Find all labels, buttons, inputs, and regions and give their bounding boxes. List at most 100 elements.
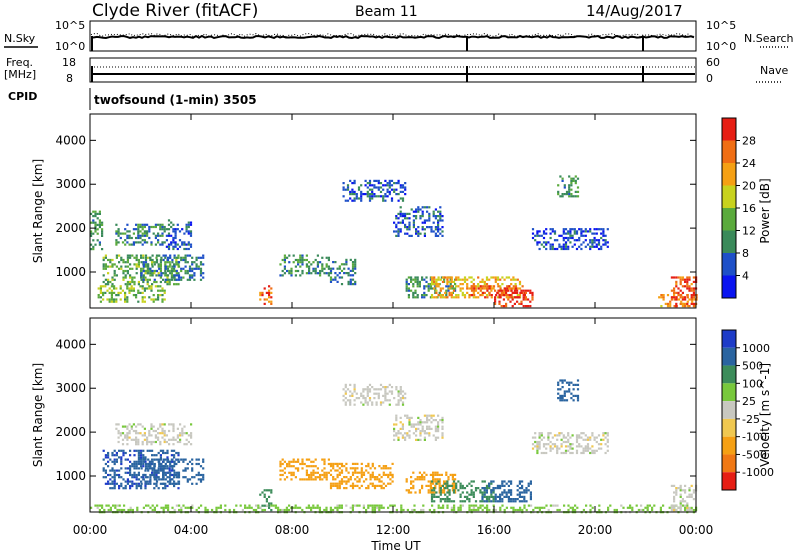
data-cell <box>155 274 158 277</box>
data-cell <box>297 469 300 472</box>
data-cell <box>168 467 171 470</box>
data-cell <box>433 283 436 286</box>
data-cell <box>371 190 374 193</box>
data-cell <box>450 280 453 283</box>
data-cell <box>679 283 682 286</box>
data-cell <box>336 473 339 476</box>
data-cell <box>312 473 315 477</box>
data-cell <box>416 476 419 479</box>
data-cell <box>141 425 144 428</box>
data-cell <box>117 291 120 294</box>
data-cell <box>334 469 337 472</box>
data-cell <box>432 478 435 481</box>
data-cell <box>569 234 572 237</box>
data-cell <box>181 243 184 246</box>
data-cell <box>557 381 560 384</box>
data-region-6 <box>259 285 273 305</box>
data-cell <box>336 487 339 490</box>
data-cell <box>133 462 136 466</box>
data-cell <box>228 508 231 512</box>
data-region-3 <box>115 223 166 246</box>
data-cell <box>129 508 132 512</box>
data-cell <box>686 300 689 303</box>
data-cell <box>378 504 381 507</box>
data-cell <box>191 263 194 266</box>
data-cell <box>139 423 142 426</box>
data-cell <box>327 471 330 474</box>
data-cell <box>323 467 326 470</box>
data-cell <box>558 432 561 435</box>
data-cell <box>448 500 451 503</box>
data-cell <box>559 175 562 178</box>
data-cell <box>518 296 521 299</box>
data-cell <box>433 500 436 503</box>
data-cell <box>168 261 171 264</box>
data-cell <box>571 506 574 509</box>
data-cell <box>681 298 684 301</box>
data-cell <box>518 287 522 290</box>
data-cell <box>117 232 120 235</box>
data-cell <box>259 291 262 294</box>
data-cell <box>141 443 144 446</box>
data-cell <box>177 256 180 259</box>
data-cell <box>416 276 419 279</box>
data-cell <box>432 471 435 474</box>
data-cell <box>169 473 172 477</box>
data-cell <box>193 261 196 264</box>
data-cell <box>485 498 489 501</box>
data-cell <box>182 458 185 461</box>
data-cell <box>151 508 154 512</box>
data-cell <box>346 388 350 391</box>
data-cell <box>690 296 693 299</box>
data-cell <box>670 484 673 487</box>
data-cell <box>393 430 396 433</box>
data-cell <box>345 487 348 490</box>
data-cell <box>506 294 509 297</box>
data-cell <box>432 476 435 479</box>
data-cell <box>503 491 506 494</box>
data-cell <box>164 482 167 485</box>
data-cell <box>371 471 374 474</box>
data-cell <box>191 274 194 277</box>
data-region-7 <box>393 414 444 441</box>
data-cell <box>529 300 532 303</box>
data-cell <box>101 504 104 507</box>
data-cell <box>113 298 116 301</box>
data-cell <box>567 508 570 512</box>
data-cell <box>166 458 170 461</box>
data-cell <box>152 225 155 229</box>
data-cell <box>354 469 357 472</box>
data-cell <box>490 489 493 492</box>
data-cell <box>128 230 131 233</box>
data-cell <box>536 447 539 450</box>
data-cell <box>312 478 315 481</box>
data-cell <box>438 291 441 294</box>
data-cell <box>534 432 537 435</box>
data-cell <box>679 487 682 490</box>
data-cell <box>461 287 464 290</box>
data-cell <box>569 506 572 509</box>
data-cell <box>448 489 451 492</box>
data-cell <box>176 228 179 231</box>
data-cell <box>349 258 352 261</box>
data-cell <box>151 254 154 257</box>
data-cell <box>436 471 439 474</box>
data-cell <box>432 473 435 476</box>
data-cell <box>534 506 537 509</box>
data-region-1 <box>140 458 205 485</box>
data-cell <box>362 506 365 509</box>
data-cell <box>321 469 324 472</box>
data-cell <box>570 179 573 182</box>
data-cell <box>408 228 411 231</box>
data-cell <box>479 500 482 503</box>
data-cell <box>646 504 649 507</box>
data-cell <box>109 508 112 512</box>
data-cell <box>149 478 152 481</box>
data-cell <box>325 473 328 477</box>
colorbar-swatch <box>722 118 736 141</box>
data-cell <box>382 199 385 202</box>
data-cell <box>481 480 484 483</box>
data-cell <box>294 265 297 268</box>
data-cell <box>451 487 454 490</box>
data-cell <box>142 276 145 279</box>
